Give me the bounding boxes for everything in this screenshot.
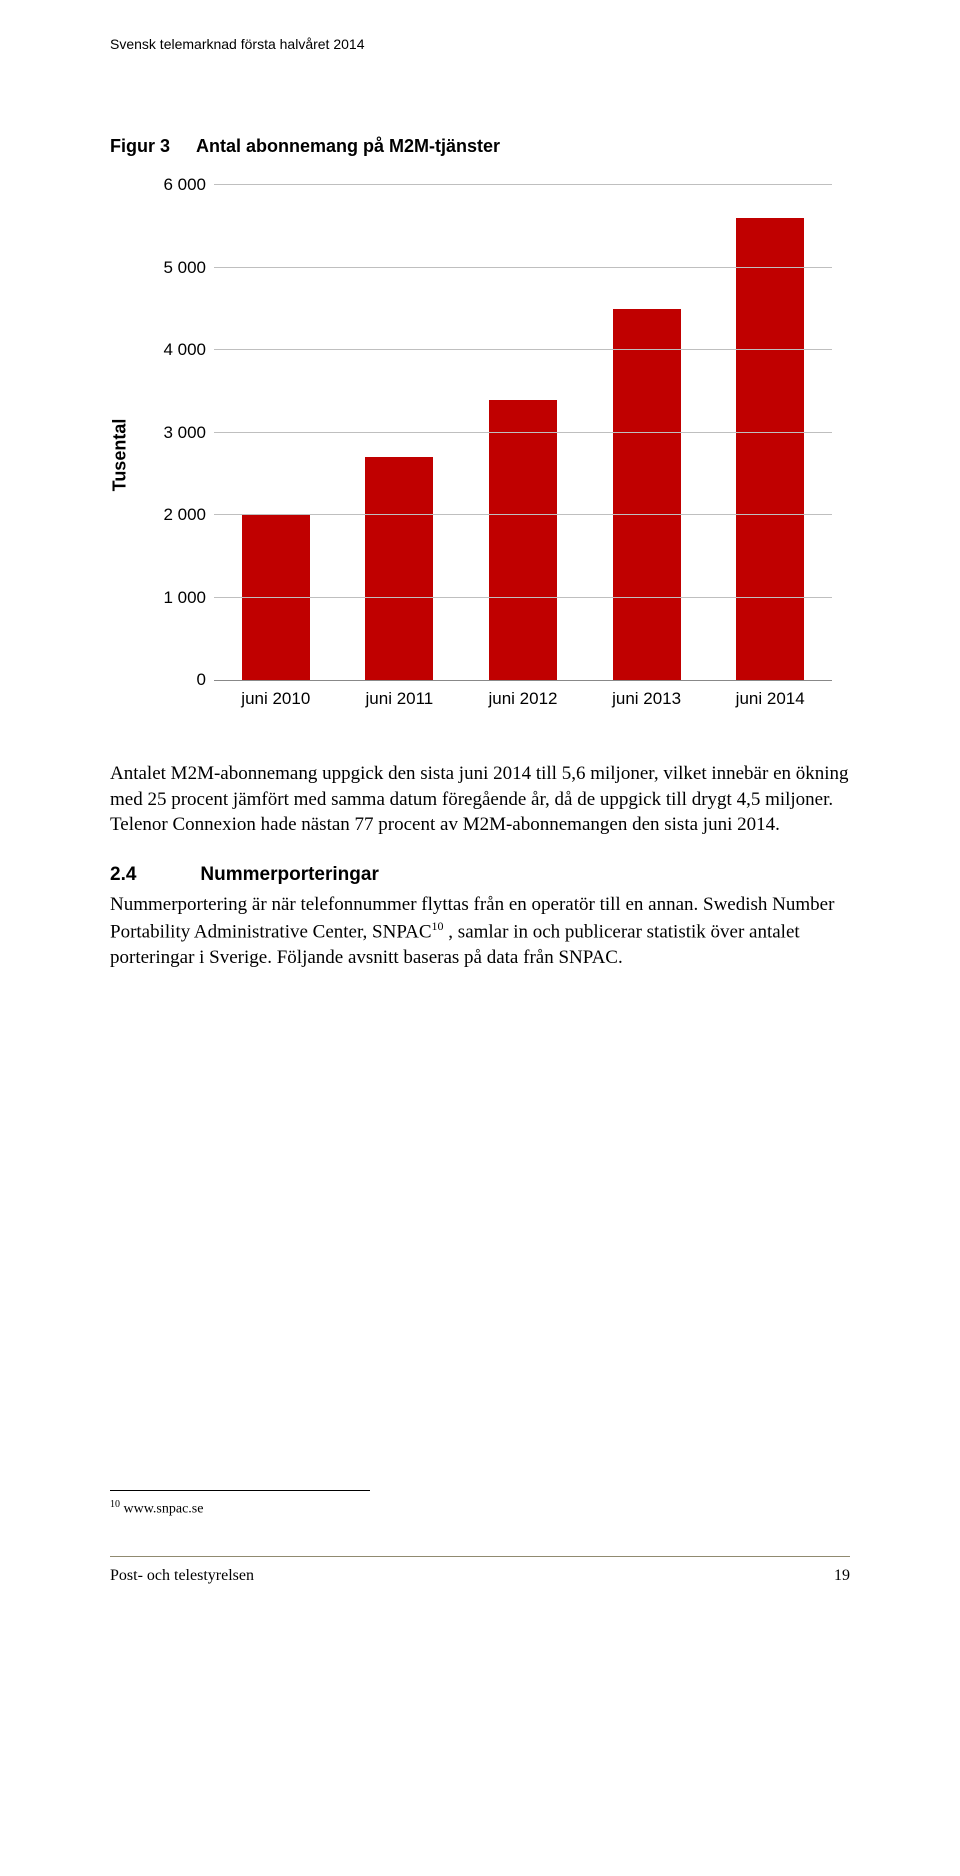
section-heading: 2.4 Nummerporteringar bbox=[110, 864, 850, 886]
chart-ylabel: Tusental bbox=[110, 419, 131, 492]
footnote-marker: 10 bbox=[110, 1499, 120, 1510]
footer-publisher: Post- och telestyrelsen bbox=[110, 1567, 254, 1585]
chart-xtick: juni 2013 bbox=[612, 689, 681, 709]
chart-bar bbox=[489, 400, 557, 681]
chart-ytick: 2 000 bbox=[163, 505, 214, 525]
page-footer: Post- och telestyrelsen 19 bbox=[110, 1557, 850, 1585]
chart-xtick: juni 2010 bbox=[241, 689, 310, 709]
figure-number: Figur 3 bbox=[110, 136, 170, 157]
chart-xtick: juni 2011 bbox=[366, 689, 434, 709]
section-title: Nummerporteringar bbox=[200, 864, 378, 885]
chart-plot-area: 01 0002 0003 0004 0005 0006 000 bbox=[214, 185, 832, 681]
chart-xtick: juni 2014 bbox=[736, 689, 805, 709]
chart-gridline bbox=[214, 349, 832, 350]
chart-ytick: 3 000 bbox=[163, 423, 214, 443]
running-header: Svensk telemarknad första halvåret 2014 bbox=[110, 36, 850, 52]
paragraph-2: Nummerportering är när telefonnummer fly… bbox=[110, 892, 850, 970]
chart-ytick: 6 000 bbox=[163, 175, 214, 195]
chart-gridline bbox=[214, 184, 832, 185]
figure-caption: Figur 3 Antal abonnemang på M2M-tjänster bbox=[110, 136, 850, 157]
chart-ytick: 4 000 bbox=[163, 340, 214, 360]
chart-bar bbox=[613, 309, 681, 680]
chart-gridline bbox=[214, 514, 832, 515]
chart-ytick: 5 000 bbox=[163, 258, 214, 278]
chart-gridline bbox=[214, 267, 832, 268]
footnote-10: 10 www.snpac.se bbox=[110, 1499, 850, 1518]
paragraph-1: Antalet M2M-abonnemang uppgick den sista… bbox=[110, 761, 850, 838]
chart-bar bbox=[365, 457, 433, 680]
chart-bar bbox=[736, 218, 804, 680]
footnote-rule bbox=[110, 1490, 370, 1491]
chart-ytick: 1 000 bbox=[163, 588, 214, 608]
chart-bar bbox=[242, 515, 310, 680]
chart-xtick: juni 2012 bbox=[488, 689, 557, 709]
footnote-ref-10: 10 bbox=[432, 919, 444, 933]
bar-chart: Tusental 01 0002 0003 0004 0005 0006 000… bbox=[110, 185, 850, 725]
chart-gridline bbox=[214, 432, 832, 433]
figure-title: Antal abonnemang på M2M-tjänster bbox=[196, 136, 500, 156]
chart-gridline bbox=[214, 597, 832, 598]
chart-xaxis: juni 2010 juni 2011 juni 2012 juni 2013 juni… bbox=[214, 681, 832, 725]
chart-ytick: 0 bbox=[197, 670, 214, 690]
section-number: 2.4 bbox=[110, 864, 136, 886]
footer-page-number: 19 bbox=[834, 1567, 850, 1585]
footnote-text: www.snpac.se bbox=[120, 1502, 203, 1517]
